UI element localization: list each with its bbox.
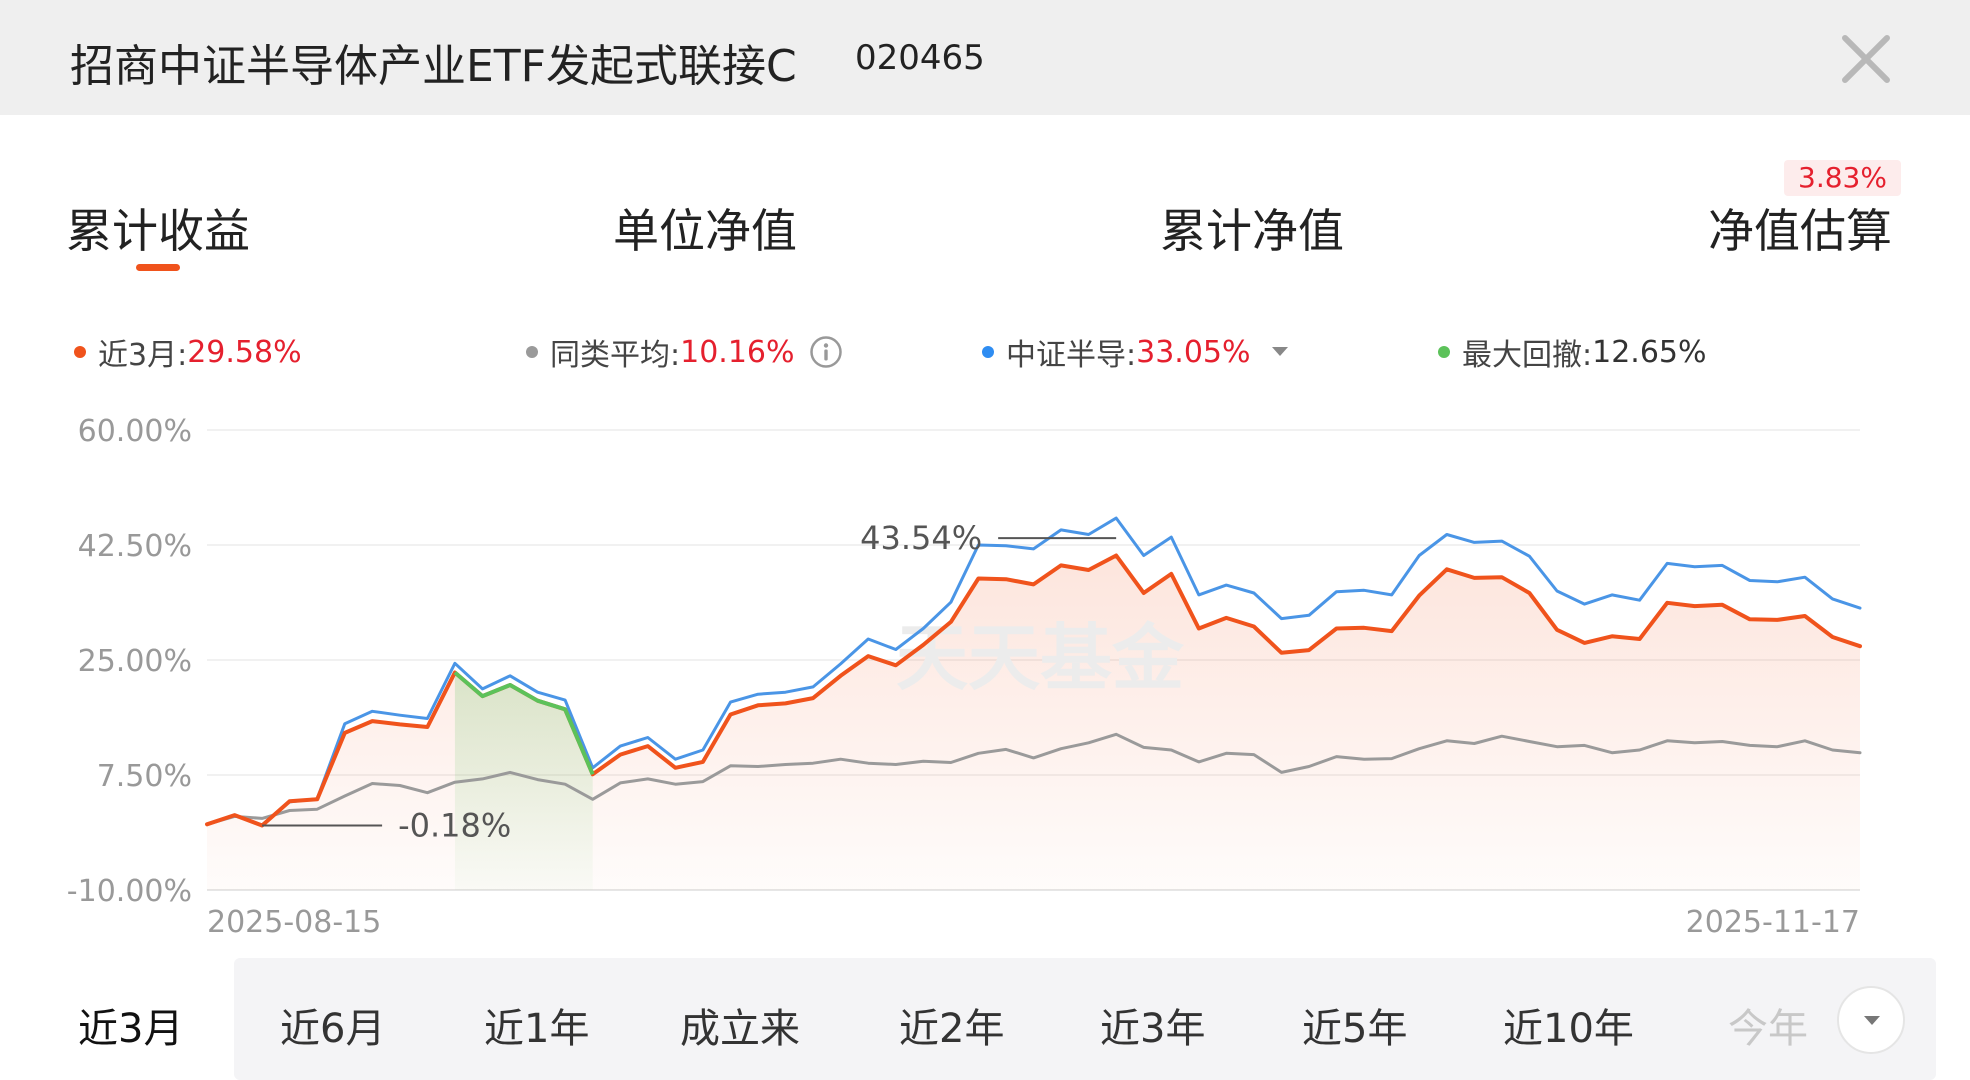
legend-label: 近3月: [98,338,188,373]
close-icon [1842,35,1890,83]
period-6m[interactable]: 近6月 [280,1006,386,1052]
tab-unit-nav[interactable]: 单位净值 [613,204,797,258]
period-1y[interactable]: 近1年 [484,1006,590,1052]
legend-item-category-avg: 同类平均: 10.16% [526,330,843,374]
info-icon[interactable] [809,335,843,369]
legend-dot-icon [982,346,994,358]
tab-cumulative-nav[interactable]: 累计净值 [1160,204,1344,258]
nav-estimate-badge: 3.83% [1784,160,1901,196]
fund-name: 招商中证半导体产业ETF发起式联接C [70,41,797,92]
more-periods-button[interactable] [1837,986,1905,1054]
y-tick-label: 60.00% [78,414,192,449]
legend-item-max-drawdown: 最大回撤: 12.65% [1438,330,1707,374]
series-line-category-avg [205,732,1862,826]
legend-dot-icon [1438,346,1450,358]
min-annotation-label: -0.18% [398,806,511,844]
tab-nav-estimate[interactable]: 净值估算 [1708,204,1892,258]
header-bar: 招商中证半导体产业ETF发起式联接C 020465 [0,0,1970,115]
legend-value: 29.58% [187,334,302,370]
legend-dot-icon [74,346,86,358]
drawdown-line [453,670,595,776]
legend-label: 最大回撤: [1462,338,1593,373]
active-tab-indicator [136,264,180,271]
legend-item-fund: 近3月: 29.58% [74,330,302,374]
return-chart[interactable]: 天天基金 43.54% -0.18% -10.00% 7.50% 25.00% 42.5… [0,410,1970,950]
legend-label: 中证半导: [1006,338,1137,373]
drawdown-area [454,672,593,890]
legend-dot-icon [526,346,538,358]
tab-cumulative-return[interactable]: 累计收益 [66,204,250,258]
close-button[interactable] [1835,28,1897,90]
period-3y[interactable]: 近3年 [1100,1006,1206,1052]
caret-down-icon [1864,1016,1880,1025]
legend-value: 12.65% [1592,334,1707,370]
period-ytd[interactable]: 今年 [1728,1006,1808,1052]
fund-code: 020465 [855,38,985,78]
series-line-benchmark [205,516,1862,827]
legend-label: 同类平均: [550,338,681,373]
legend-value: 10.16% [680,334,795,370]
fund-area-fill [207,555,1860,890]
y-tick-label: 25.00% [78,644,192,679]
watermark-text: 天天基金 [896,616,1185,700]
max-annotation-label: 43.54% [860,519,982,557]
y-tick-label: 7.50% [97,759,192,794]
y-tick-label: 42.50% [78,529,192,564]
x-tick-label: 2025-11-17 [1686,905,1860,940]
period-since-inception[interactable]: 成立来 [680,1006,800,1052]
x-tick-label: 2025-08-15 [207,905,381,940]
y-tick-label: -10.00% [67,874,192,909]
legend-value: 33.05% [1136,334,1251,370]
caret-down-icon[interactable] [1271,346,1289,358]
period-3m[interactable]: 近3月 [78,1006,184,1052]
period-2y[interactable]: 近2年 [899,1006,1005,1052]
period-selector-bar [234,958,1936,1080]
period-10y[interactable]: 近10年 [1503,1006,1634,1052]
period-5y[interactable]: 近5年 [1302,1006,1408,1052]
legend-item-benchmark[interactable]: 中证半导: 33.05% [982,330,1289,374]
